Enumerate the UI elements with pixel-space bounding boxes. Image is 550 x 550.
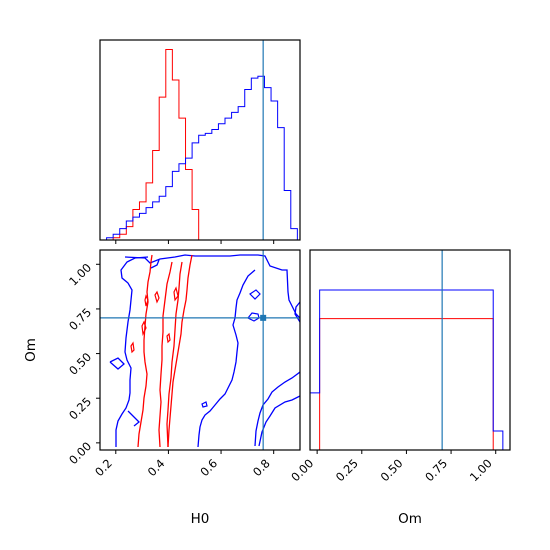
- contour-x-tick-label-1: 0.4: [145, 456, 168, 479]
- contour-y-tick-label-4: 1.00: [66, 261, 94, 289]
- h0-x-axis-label: H0: [191, 511, 210, 527]
- red-contour-outer-right: [167, 254, 193, 448]
- contour-x-tick-label-3: 0.8: [250, 456, 273, 479]
- om-hist-x-tick-label-4: 1.00: [467, 456, 495, 484]
- contour-y-tick-label-2: 0.50: [66, 350, 94, 378]
- blue-contour-left: [115, 256, 149, 447]
- contour-x-tick-label-0: 0.2: [92, 456, 115, 479]
- om-histogram-series-2: [310, 289, 504, 450]
- red-contour-inner-right: [166, 261, 183, 448]
- contour-frame: [99, 249, 301, 451]
- contour-y-tick-label-3: 0.75: [66, 305, 94, 333]
- om-histogram-panel: 0.00 0.25 0.50 0.75 1.00 Om: [288, 249, 511, 527]
- om-histogram-frame: [309, 249, 511, 451]
- blue-contour-left-inner: [109, 259, 160, 427]
- om-hist-x-tick-label-2: 0.50: [378, 456, 406, 484]
- contour-y-tick-label-0: 0.00: [66, 439, 94, 467]
- blue-contour-inner: [254, 301, 300, 447]
- h0-histogram-panel: [99, 39, 301, 244]
- blue-contour-mid: [197, 269, 256, 448]
- contour-y-tick-label-1: 0.25: [66, 394, 94, 422]
- om-hist-x-tick-label-3: 0.75: [422, 456, 450, 484]
- h0-om-contour-panel: 0.2 0.4 0.6 0.8 0.00 0.25 0.50 0.75 1.00 H0 Om: [23, 249, 301, 527]
- om-x-axis-label: Om: [398, 511, 422, 527]
- red-contour-islands: [130, 286, 179, 354]
- om-hist-x-tick-label-0: 0.00: [288, 456, 316, 484]
- om-histogram-series-1: [310, 318, 503, 450]
- blue-contour-island-2: [247, 312, 260, 322]
- h0-histogram-frame: [99, 39, 301, 241]
- contour-x-tick-label-2: 0.6: [197, 456, 220, 479]
- blue-contour-island: [201, 289, 261, 408]
- red-contour-inner-left: [158, 261, 173, 448]
- h0-histogram-series-2: [100, 75, 298, 240]
- om-y-axis-label: Om: [23, 338, 39, 362]
- om-hist-x-tick-label-1: 0.25: [333, 456, 361, 484]
- blue-contour-outer: [124, 254, 300, 319]
- truth-marker: [260, 314, 267, 321]
- h0-histogram-series-1: [100, 49, 298, 240]
- red-contour-outer-left: [137, 254, 153, 448]
- blue-contour-outer-bottom: [258, 395, 300, 447]
